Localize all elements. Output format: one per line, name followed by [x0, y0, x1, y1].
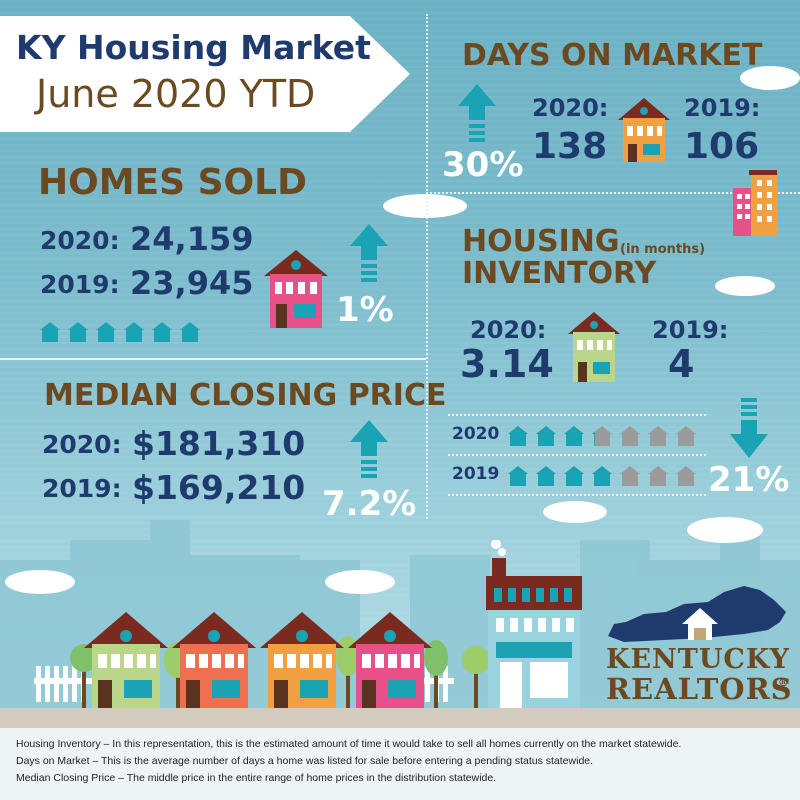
- ground-strip: [0, 708, 800, 728]
- inventory-house-filled-icon: [592, 431, 595, 446]
- house-icon: [264, 250, 328, 328]
- housing-inventory-change: 21%: [708, 460, 790, 500]
- divider-vertical: [426, 14, 428, 519]
- homes-sold-2019-value: 23,945: [130, 264, 254, 302]
- arrow-up-icon: [458, 84, 496, 142]
- inventory-house-filled-icon: [508, 426, 528, 446]
- inventory-house-filled-icon: [564, 466, 584, 486]
- median-price-2019-value: $169,210: [132, 468, 306, 507]
- title-line1: KY Housing Market: [16, 28, 371, 67]
- inventory-house-icon: [648, 466, 668, 486]
- inventory-house-icon: [676, 466, 696, 486]
- inventory-house-icon: [592, 426, 612, 446]
- buildings-icon: [733, 170, 777, 236]
- footnotes: Housing Inventory – In this representati…: [0, 728, 800, 800]
- inventory-house-filled-icon: [508, 466, 528, 486]
- housing-inventory-2019-label: 2019:: [652, 316, 729, 344]
- housing-inventory-2020-value: 3.14: [460, 342, 554, 386]
- inventory-house-icon: [676, 426, 696, 446]
- inventory-row-label-2019: 2019: [452, 464, 500, 484]
- homes-sold-2020-label: 2020:: [40, 226, 120, 255]
- homes-sold-house-row: [40, 322, 200, 342]
- inventory-house-filled-icon: [592, 466, 612, 486]
- median-closing-price-heading: MEDIAN CLOSING PRICE: [44, 378, 447, 413]
- arrow-down-icon: [730, 398, 768, 458]
- house-icon: [618, 98, 670, 162]
- housing-inventory-2019-value: 4: [668, 342, 695, 386]
- footnote-days-on-market: Days on Market – This is the average num…: [16, 755, 594, 767]
- logo-line1: KENTUCKY: [606, 644, 790, 675]
- divider-right: [426, 192, 800, 194]
- house-icon: [568, 312, 620, 382]
- inventory-divider: [448, 414, 706, 416]
- homes-sold-heading: HOMES SOLD: [38, 162, 307, 203]
- inventory-house-filled-icon: [536, 466, 556, 486]
- housing-inventory-unit: (in months): [620, 242, 706, 257]
- housing-inventory-2020-label: 2020:: [470, 316, 547, 344]
- inventory-row-houses-2019: [508, 466, 696, 486]
- title-line2: June 2020 YTD: [36, 72, 316, 116]
- homes-sold-change: 1%: [336, 290, 394, 330]
- footnote-housing-inventory: Housing Inventory – In this representati…: [16, 738, 682, 750]
- inventory-row-houses-2020: [508, 426, 696, 446]
- logo-line2: REALTORS: [606, 672, 793, 706]
- housing-inventory-heading-line2: INVENTORY: [462, 256, 657, 291]
- inventory-row-label-2020: 2020: [452, 424, 500, 444]
- inventory-house-filled-icon: [536, 426, 556, 446]
- days-on-market-heading: DAYS ON MARKET: [462, 38, 763, 73]
- inventory-house-icon: [620, 466, 640, 486]
- homes-sold-2019-label: 2019:: [40, 270, 120, 299]
- kentucky-state-icon: [608, 586, 786, 642]
- days-on-market-change: 30%: [442, 145, 524, 185]
- inventory-house-filled-icon: [564, 426, 584, 446]
- arrow-up-icon: [350, 420, 388, 478]
- median-price-change: 7.2%: [322, 484, 417, 524]
- days-on-market-2019-value: 106: [684, 126, 760, 167]
- title-banner: [0, 16, 410, 132]
- homes-sold-2020-value: 24,159: [130, 220, 254, 258]
- footnote-median-closing-price: Median Closing Price – The middle price …: [16, 772, 497, 784]
- median-price-2020-label: 2020:: [42, 430, 122, 459]
- housing-inventory-heading-line1: HOUSING: [462, 224, 620, 259]
- registered-mark: ®: [778, 676, 789, 689]
- days-on-market-2020-value: 138: [532, 126, 608, 167]
- inventory-house-icon: [620, 426, 640, 446]
- arrow-up-icon: [350, 224, 388, 282]
- divider-left: [0, 358, 426, 360]
- median-price-2019-label: 2019:: [42, 474, 122, 503]
- days-on-market-2020-label: 2020:: [532, 94, 609, 122]
- days-on-market-2019-label: 2019:: [684, 94, 761, 122]
- median-price-2020-value: $181,310: [132, 424, 306, 463]
- inventory-divider: [448, 454, 706, 456]
- street-scene: [34, 540, 582, 710]
- inventory-divider: [448, 494, 706, 496]
- inventory-house-icon: [648, 426, 668, 446]
